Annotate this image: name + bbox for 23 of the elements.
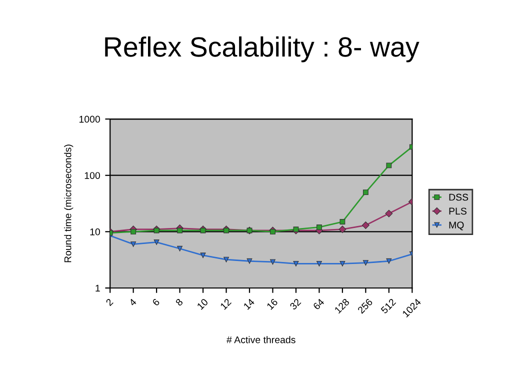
- x-tick-label: 64: [312, 298, 325, 310]
- y-tick-label: 100: [84, 172, 100, 179]
- x-tick-label: 12: [220, 298, 232, 310]
- x-tick-label: 256: [357, 298, 373, 314]
- y-axis-title: Round time (microseconds): [64, 144, 74, 262]
- x-tick-label: 10: [196, 298, 208, 310]
- x-tick-label: 128: [334, 298, 350, 314]
- x-tick-label: 4: [128, 298, 137, 306]
- y-tick-label: 1: [96, 284, 100, 292]
- x-tick-label: 32: [289, 298, 302, 310]
- x-tick-label: 14: [243, 298, 255, 310]
- legend-label: DSS: [449, 194, 468, 201]
- x-tick-label: 512: [380, 298, 396, 314]
- x-tick-label: 2: [105, 298, 114, 306]
- x-axis-title: # Active threads: [226, 336, 296, 344]
- x-tick-label: 16: [266, 298, 278, 310]
- x-tick-label: 6: [152, 298, 160, 306]
- y-tick-label: 10: [90, 228, 100, 236]
- y-tick-label: 1000: [79, 116, 100, 123]
- legend-label: PLS: [449, 208, 466, 215]
- chart-title: Reflex Scalability : 8- way: [105, 36, 420, 62]
- legend-label: MQ: [449, 222, 464, 230]
- x-tick-label: 8: [175, 298, 184, 306]
